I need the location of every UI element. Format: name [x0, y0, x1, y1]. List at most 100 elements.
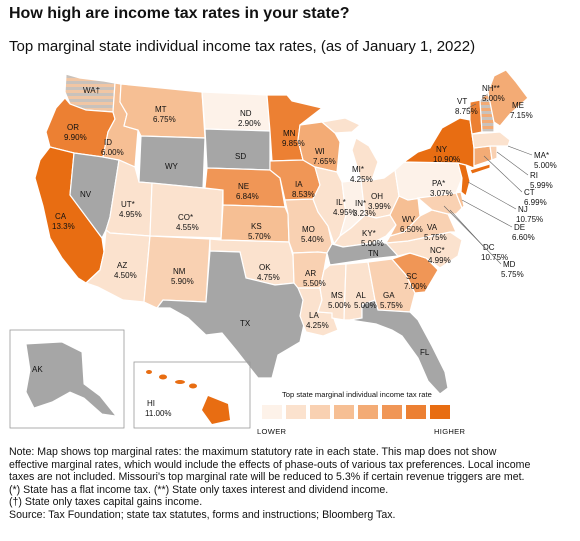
- label-TN: TN: [368, 249, 379, 258]
- label-DC: DC: [483, 243, 495, 252]
- value-WI: 7.65%: [313, 157, 336, 166]
- label-KY: KY*: [362, 229, 376, 238]
- state-AK: [25, 341, 118, 417]
- alaska-inset-box: [9, 329, 125, 429]
- label-OH: OH: [371, 192, 383, 201]
- label-CT: CT: [524, 188, 535, 197]
- value-LA: 4.25%: [306, 321, 329, 330]
- value-GA: 5.75%: [380, 301, 403, 310]
- state-DE: [455, 191, 465, 210]
- label-FL: FL: [420, 348, 430, 357]
- label-MI: MI*: [352, 165, 364, 174]
- label-LA: LA: [309, 311, 319, 320]
- legend-swatch-1: [262, 405, 282, 419]
- label-MN: MN: [283, 129, 296, 138]
- label-VT: VT: [457, 97, 467, 106]
- value-NJ: 10.75%: [516, 215, 543, 224]
- label-GA: GA: [383, 291, 395, 300]
- value-PA: 3.07%: [430, 189, 453, 198]
- label-MT: MT: [155, 105, 167, 114]
- state-NY-longisland: [469, 163, 491, 175]
- note-line-4: (*) State has a flat income tax. (**) St…: [9, 483, 389, 496]
- state-TX: [155, 250, 307, 379]
- value-CT: 6.99%: [524, 198, 547, 207]
- map-title: How high are income tax rates in your st…: [9, 5, 350, 22]
- label-OR: OR: [67, 123, 79, 132]
- label-NM: NM: [173, 267, 186, 276]
- value-IL: 4.95%: [333, 208, 356, 217]
- label-NC: NC*: [430, 246, 445, 255]
- state-ME: [487, 69, 529, 127]
- value-RI: 5.99%: [530, 181, 553, 190]
- label-CO: CO*: [178, 213, 193, 222]
- value-MS: 5.00%: [328, 301, 351, 310]
- legend-swatch-7: [406, 405, 426, 419]
- label-NE: NE: [238, 182, 249, 191]
- state-HI-island-4: [189, 383, 197, 389]
- state-HI-island-5: [202, 396, 230, 424]
- value-KS: 5.70%: [248, 232, 271, 241]
- label-ID: ID: [104, 138, 112, 147]
- note-line-6: Source: Tax Foundation; state tax statut…: [9, 508, 396, 521]
- legend-swatch-8: [430, 405, 450, 419]
- label-TX: TX: [240, 319, 251, 328]
- state-HI-island-1: [146, 370, 152, 374]
- value-MN: 9.85%: [282, 139, 305, 148]
- value-AZ: 4.50%: [114, 271, 137, 280]
- value-CO: 4.55%: [176, 223, 199, 232]
- value-OK: 4.75%: [257, 273, 280, 282]
- legend-swatches: [262, 405, 450, 419]
- label-MA: MA*: [534, 151, 549, 160]
- value-AL: 5.00%: [354, 301, 377, 310]
- value-IA: 8.53%: [292, 190, 315, 199]
- leader-lines: [443, 103, 533, 265]
- state-MS: [317, 263, 347, 321]
- value-NC: 4.99%: [428, 256, 451, 265]
- state-MA: [471, 131, 511, 149]
- label-AZ: AZ: [117, 261, 127, 270]
- value-NM: 5.90%: [171, 277, 194, 286]
- legend-swatch-3: [310, 405, 330, 419]
- value-CA: 13.3%: [52, 222, 75, 231]
- state-CT: [473, 145, 493, 167]
- label-RI: RI: [530, 171, 538, 180]
- legend-swatch-5: [358, 405, 378, 419]
- footnotes: Note: Map shows top marginal rates: the …: [9, 446, 574, 522]
- note-line-2: effective marginal rates, which would in…: [9, 458, 531, 471]
- state-NH: [479, 90, 495, 133]
- legend-high-label: HIGHER: [434, 427, 466, 436]
- value-NH: 5.00%: [482, 94, 505, 103]
- label-MO: MO: [302, 225, 315, 234]
- label-ME: ME: [512, 101, 524, 110]
- value-KY: 5.00%: [361, 239, 384, 248]
- state-MI: [320, 117, 362, 134]
- label-KS: KS: [251, 222, 262, 231]
- hawaii-inset-box: [133, 361, 251, 429]
- label-NV: NV: [80, 190, 92, 199]
- value-ID: 6.00%: [101, 148, 124, 157]
- label-AL: AL: [356, 291, 366, 300]
- state-HI-island-3: [175, 380, 185, 384]
- legend-swatch-6: [382, 405, 402, 419]
- label-PA: PA*: [432, 179, 445, 188]
- label-NH: NH**: [482, 84, 500, 93]
- value-OH: 3.99%: [368, 202, 391, 211]
- value-VT: 8.75%: [455, 107, 478, 116]
- label-MD: MD: [503, 260, 516, 269]
- legend-swatch-4: [334, 405, 354, 419]
- label-SD: SD: [235, 152, 246, 161]
- label-CA: CA: [55, 212, 67, 221]
- label-WI: WI: [315, 147, 325, 156]
- value-HI: 11.00%: [145, 409, 172, 418]
- legend-title: Top state marginal individual income tax…: [282, 390, 432, 399]
- value-ME: 7.15%: [510, 111, 533, 120]
- label-NJ: NJ: [518, 205, 528, 214]
- value-OR: 9.90%: [64, 133, 87, 142]
- value-MA: 5.00%: [534, 161, 557, 170]
- state-labels: WA† OR 9.90% CA 13.3% NV ID 6.00% MT 6.7…: [32, 84, 557, 418]
- value-SC: 7.00%: [404, 282, 427, 291]
- state-SD: [204, 128, 271, 171]
- label-AK: AK: [32, 365, 43, 374]
- value-DE: 6.60%: [512, 233, 535, 242]
